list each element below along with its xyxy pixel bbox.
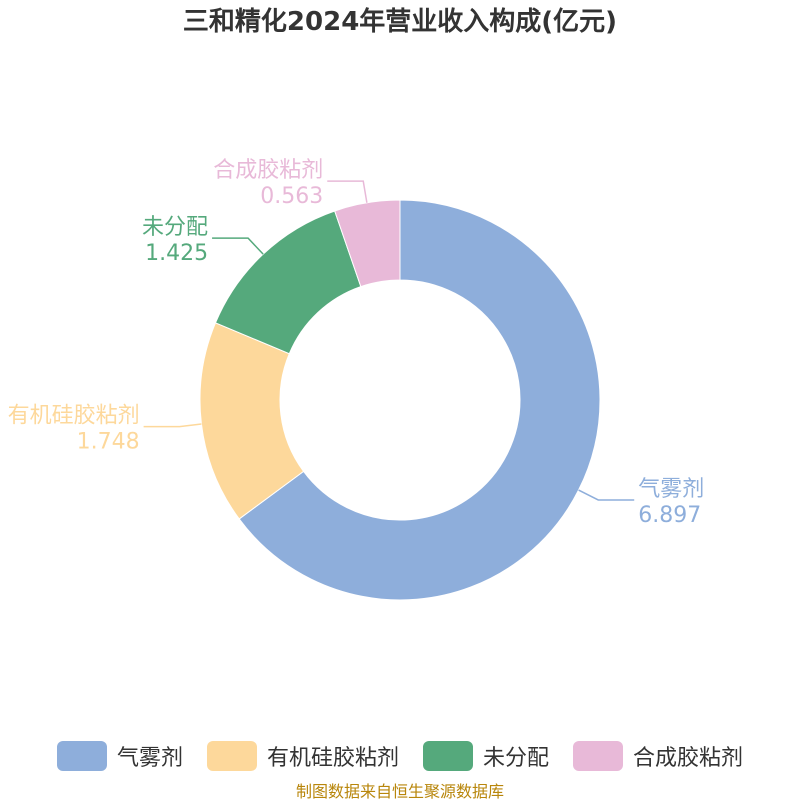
- legend-label: 未分配: [483, 746, 550, 771]
- legend-label: 有机硅胶粘剂: [266, 746, 399, 771]
- leader-line-2: [212, 237, 264, 255]
- slice-name-label-1: 有机硅胶粘剂: [8, 404, 140, 429]
- leader-line-0: [578, 489, 635, 501]
- slice-value-label-1: 1.748: [77, 430, 140, 455]
- slice-name-label-0: 气雾剂: [638, 477, 704, 502]
- legend-swatch: [206, 741, 257, 771]
- slice-value-label-3: 0.563: [260, 184, 323, 209]
- legend-swatch: [423, 741, 473, 771]
- slice-value-label-0: 6.897: [638, 503, 701, 528]
- legend-item-2[interactable]: 未分配: [423, 740, 549, 772]
- leader-line-1: [143, 423, 202, 428]
- legend-item-1[interactable]: 有机硅胶粘剂: [206, 740, 399, 772]
- legend-label: 气雾剂: [116, 746, 183, 771]
- legend: 气雾剂 有机硅胶粘剂 未分配 合成胶粘剂: [0, 736, 800, 776]
- leader-line-3: [327, 180, 368, 203]
- source-note: 制图数据来自恒生聚源数据库: [295, 782, 504, 801]
- legend-label: 合成胶粘剂: [633, 746, 744, 771]
- slice-value-label-2: 1.425: [145, 241, 208, 266]
- legend-swatch: [573, 741, 624, 771]
- donut-slice-3[interactable]: [334, 199, 401, 288]
- legend-item-0[interactable]: 气雾剂: [56, 740, 183, 772]
- slice-name-label-3: 合成胶粘剂: [213, 158, 323, 183]
- slice-name-label-2: 未分配: [142, 215, 208, 240]
- chart-title: 三和精化2024年营业收入构成(亿元): [182, 7, 618, 37]
- legend-swatch: [56, 741, 107, 771]
- donut-slice-2[interactable]: [214, 210, 362, 355]
- donut-slice-0[interactable]: [238, 199, 601, 601]
- legend-item-3[interactable]: 合成胶粘剂: [573, 740, 743, 772]
